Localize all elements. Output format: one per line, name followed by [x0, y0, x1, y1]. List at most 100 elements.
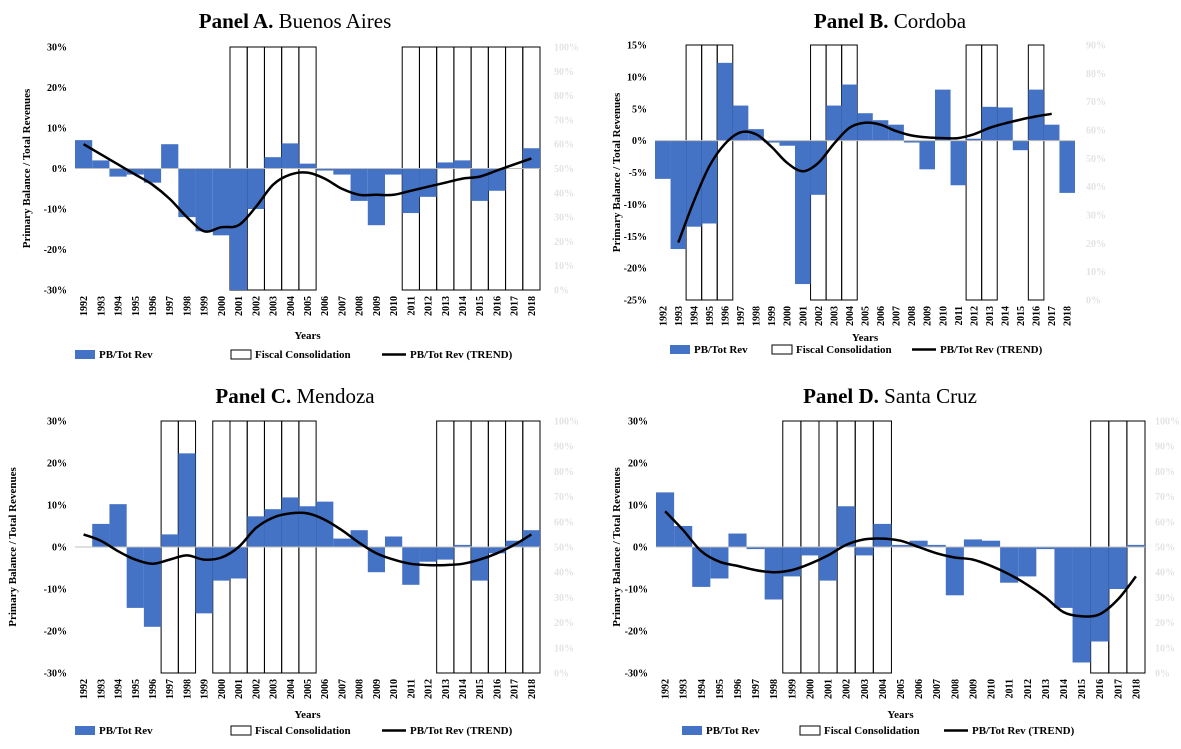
- x-tick-label: 2006: [320, 679, 331, 699]
- y2-tick-label: 70%: [1086, 97, 1106, 108]
- x-tick-label: 1996: [721, 306, 732, 326]
- x-tick-label: 2002: [814, 306, 825, 326]
- bar-2003: [826, 105, 842, 141]
- x-tick-label: 2004: [878, 679, 889, 699]
- bar-1993: [92, 160, 110, 169]
- y-axis-label: Primary Balance / Total Revenues: [611, 92, 623, 252]
- bar-2009: [963, 539, 982, 547]
- bar-1994: [692, 547, 711, 587]
- bar-2017: [1043, 124, 1060, 141]
- y2-tick-label: 60%: [554, 517, 574, 528]
- x-tick-label: 2012: [969, 306, 980, 326]
- y-tick-label: 0%: [633, 543, 648, 554]
- y-tick-label: -10%: [44, 205, 67, 216]
- bar-2001: [230, 168, 248, 290]
- bar-1997: [161, 534, 179, 547]
- x-tick-label: 2006: [320, 296, 331, 316]
- y2-tick-label: 10%: [554, 643, 574, 654]
- x-tick-label: 2003: [860, 679, 871, 699]
- x-tick-label: 2004: [845, 306, 856, 326]
- legend-label-bar: PB/Tot Rev: [706, 725, 760, 737]
- y-axis-label: Primary Balance / Total Revenues: [7, 467, 19, 627]
- x-tick-label: 2011: [954, 306, 965, 325]
- bar-1998: [178, 453, 196, 547]
- consolidation-box-2004: [841, 44, 858, 301]
- bar-2018: [1059, 140, 1075, 193]
- y-tick-label: -5%: [629, 168, 647, 179]
- x-tick-label: 2001: [234, 679, 245, 699]
- bar-1995: [126, 168, 144, 175]
- consolidation-box-2003: [825, 44, 843, 301]
- bar-1992: [655, 140, 671, 179]
- y-tick-label: -10%: [624, 200, 647, 211]
- bar-1996: [728, 533, 747, 547]
- bar-2001: [795, 140, 811, 285]
- y2-tick-label: 100%: [1155, 417, 1180, 428]
- y2-tick-label: 80%: [554, 91, 574, 102]
- bar-2006: [909, 540, 928, 547]
- bar-2003: [264, 157, 282, 169]
- bar-2006: [316, 501, 334, 547]
- bar-2013: [436, 547, 454, 560]
- bar-1993: [92, 523, 110, 547]
- x-tick-label: 2001: [824, 679, 835, 699]
- y-tick-label: 10%: [628, 501, 648, 512]
- bar-2012: [966, 138, 982, 141]
- y-tick-label: 20%: [628, 459, 648, 470]
- x-tick-label: 2008: [907, 306, 918, 326]
- y-tick-label: 15%: [627, 41, 647, 52]
- x-tick-label: 2007: [337, 296, 348, 316]
- bar-2002: [837, 506, 856, 547]
- bar-1995: [701, 140, 718, 224]
- x-tick-label: 2014: [1001, 306, 1012, 326]
- y2-tick-label: 20%: [554, 237, 574, 248]
- legend-swatch-consolidation: [771, 344, 793, 355]
- bar-2002: [247, 516, 265, 547]
- legend-label-trend: PB/Tot Rev (TREND): [410, 725, 513, 737]
- panel-region: Cordoba: [889, 9, 967, 33]
- bar-2015: [471, 168, 489, 201]
- x-tick-label: 1998: [752, 306, 763, 326]
- y2-tick-label: 60%: [1086, 126, 1106, 137]
- bar-2009: [367, 168, 385, 226]
- y2-tick-label: 40%: [1086, 182, 1106, 193]
- x-tick-label: 1999: [767, 306, 778, 326]
- bar-2016: [488, 168, 506, 191]
- y2-tick-label: 50%: [1086, 154, 1106, 165]
- bar-1993: [674, 526, 693, 547]
- panel-label: Panel D.: [803, 384, 879, 408]
- x-tick-label: 1993: [674, 306, 685, 326]
- bar-1998: [178, 168, 196, 218]
- y2-tick-label: 70%: [1155, 492, 1175, 503]
- y2-tick-label: 50%: [554, 164, 574, 175]
- y-tick-label: 30%: [628, 417, 648, 428]
- bar-2000: [212, 547, 230, 581]
- x-tick-label: 2015: [475, 296, 486, 316]
- legend-label-consolidation: Fiscal Consolidation: [824, 725, 920, 737]
- y-tick-label: -20%: [625, 627, 648, 638]
- legend-label-bar: PB/Tot Rev: [99, 725, 153, 737]
- x-tick-label: 1996: [733, 679, 744, 699]
- bar-1997: [161, 144, 179, 169]
- x-tick-label: 2009: [372, 296, 383, 316]
- bar-1997: [746, 547, 765, 550]
- panel-label: Panel C.: [215, 384, 291, 408]
- bar-2018: [522, 530, 540, 547]
- bar-2014: [453, 160, 472, 169]
- trend-line: [82, 143, 532, 233]
- x-tick-label: 2016: [1095, 679, 1106, 699]
- y2-tick-label: 80%: [554, 467, 574, 478]
- y-tick-label: -30%: [44, 669, 67, 680]
- bar-2015: [471, 547, 489, 581]
- y2-tick-label: 90%: [554, 67, 574, 78]
- y-tick-label: 0%: [52, 164, 67, 175]
- x-axis-label: Years: [294, 330, 321, 342]
- panel-label: Panel A.: [199, 9, 274, 33]
- x-tick-label: 2006: [876, 306, 887, 326]
- x-tick-label: 2009: [923, 306, 934, 326]
- x-tick-label: 2002: [842, 679, 853, 699]
- x-tick-label: 1998: [769, 679, 780, 699]
- y2-tick-label: 40%: [554, 568, 574, 579]
- legend-label-consolidation: Fiscal Consolidation: [255, 725, 351, 737]
- x-tick-label: 1998: [182, 296, 193, 316]
